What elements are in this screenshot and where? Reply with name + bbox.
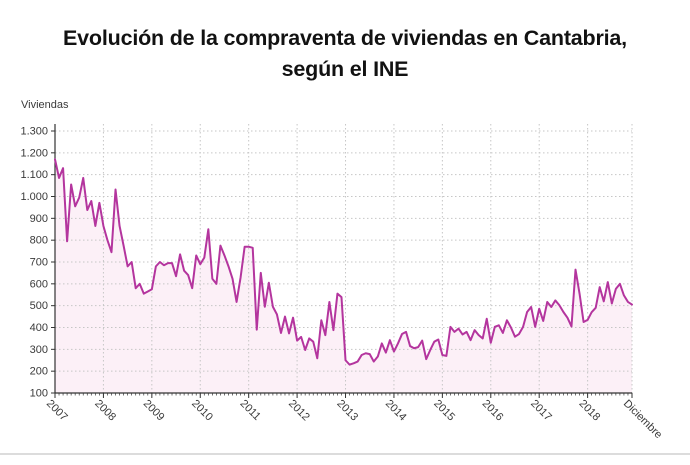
x-tick-label: Diciembre [621, 398, 664, 441]
page-divider [0, 453, 690, 455]
x-tick-label: 2012 [286, 398, 312, 424]
y-axis-title: Viviendas [21, 99, 69, 111]
x-tick-label: 2013 [334, 398, 360, 424]
x-tick-label: 2011 [238, 398, 263, 423]
y-tick-label: 1.300 [20, 126, 48, 138]
chart-title-line-1: Evolución de la compraventa de viviendas… [63, 26, 627, 50]
y-tick-label: 1.200 [20, 147, 48, 159]
chart-title: Evolución de la compraventa de viviendas… [0, 23, 690, 85]
y-tick-label: 600 [30, 278, 48, 290]
x-tick-label: 2017 [528, 398, 554, 424]
x-tick-label: 2009 [141, 398, 167, 424]
y-tick-label: 200 [30, 366, 48, 378]
x-tick-label: 2007 [44, 398, 70, 424]
y-tick-label: 900 [30, 213, 48, 225]
y-tick-label: 1.100 [20, 169, 48, 181]
data-line [54, 158, 633, 366]
y-tick-label: 100 [30, 388, 48, 400]
y-tick-label: 300 [30, 344, 48, 356]
x-tick-label: 2008 [92, 398, 118, 424]
x-tick-label: 2010 [189, 398, 215, 424]
y-tick-label: 1.000 [20, 191, 48, 203]
x-tick-label: 2015 [431, 398, 457, 424]
chart-title-line-2: según el INE [281, 57, 409, 81]
series-area [55, 159, 632, 393]
y-tick-label: 400 [30, 322, 48, 334]
y-tick-label: 800 [30, 235, 48, 247]
y-tick-label: 700 [30, 257, 48, 269]
x-tick-label: 2016 [480, 398, 506, 424]
y-tick-label: 500 [30, 300, 48, 312]
x-tick-label: 2018 [576, 398, 602, 424]
x-tick-label: 2014 [383, 398, 409, 424]
